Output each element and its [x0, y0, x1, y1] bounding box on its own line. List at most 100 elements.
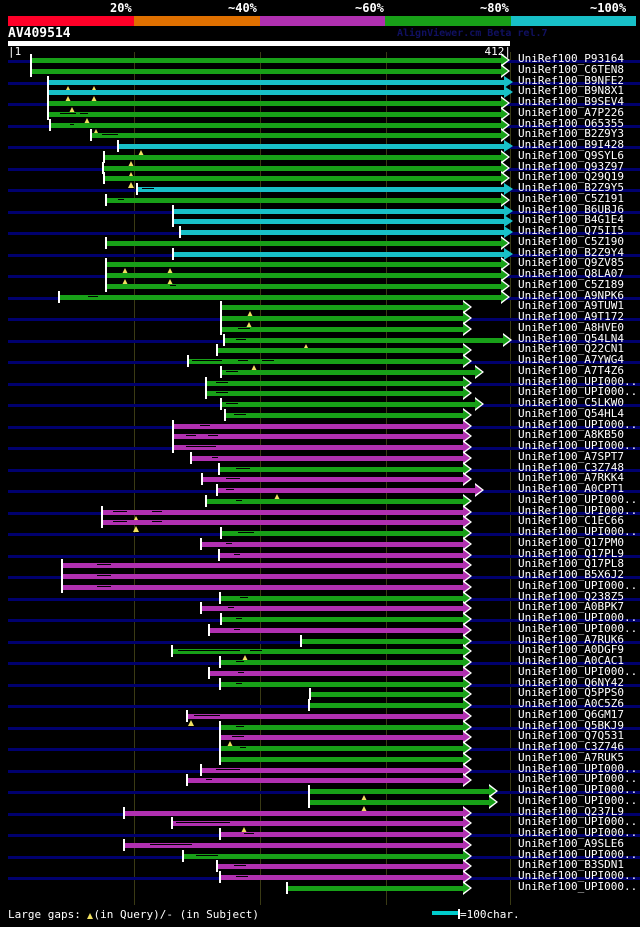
alignment-hit-row[interactable] [0, 880, 512, 895]
alignment-hit-row[interactable] [0, 536, 512, 551]
hit-sequence-label[interactable]: UniRef100_Q17PL8 [518, 557, 624, 571]
alignment-hit-row[interactable] [0, 321, 512, 336]
alignment-hit-row[interactable] [0, 268, 512, 285]
alignment-hit-row[interactable] [0, 655, 512, 669]
hit-sequence-label[interactable]: UniRef100_UPI000.. [518, 611, 638, 624]
hit-sequence-label[interactable]: UniRef100_A9TUW1 [518, 299, 624, 313]
hit-sequence-label[interactable]: UniRef100_A7SPT7 [518, 449, 624, 463]
hit-sequence-label[interactable]: UniRef100_A8KB50 [518, 428, 624, 442]
alignment-hit-row[interactable] [0, 289, 512, 304]
hit-sequence-label[interactable]: UniRef100_UPI000.. [518, 439, 638, 452]
alignment-hit-row[interactable] [0, 526, 512, 540]
hit-sequence-label[interactable]: UniRef100_C3Z746 [518, 740, 624, 753]
hit-sequence-label[interactable]: UniRef100_C5Z189 [518, 277, 624, 291]
hit-sequence-label[interactable]: UniRef100_UPI000.. [518, 503, 638, 517]
hit-sequence-label[interactable]: UniRef100_Q54LN4 [518, 331, 624, 345]
alignment-hit-row[interactable] [0, 461, 512, 476]
hit-sequence-label[interactable]: UniRef100_A8HVE0 [518, 320, 624, 334]
hit-sequence-label[interactable]: UniRef100_B5X6J2 [518, 568, 624, 581]
alignment-hit-row[interactable] [0, 85, 513, 103]
hit-sequence-label[interactable]: UniRef100_A7YWG4 [518, 353, 624, 366]
hit-sequence-label[interactable]: UniRef100_B9I428 [518, 138, 624, 151]
hit-sequence-label[interactable]: UniRef100_C5Z190 [518, 234, 624, 248]
alignment-hit-row[interactable] [0, 504, 512, 522]
alignment-hit-row[interactable] [0, 493, 512, 508]
alignment-hit-row[interactable] [0, 332, 512, 350]
hit-sequence-label[interactable]: UniRef100_UPI000.. [518, 385, 638, 399]
hit-sequence-label[interactable]: UniRef100_B6UBJ6 [518, 202, 624, 216]
hit-sequence-label[interactable]: UniRef100_A9T172 [518, 310, 624, 323]
hit-sequence-label[interactable]: UniRef100_A0BPK7 [518, 600, 624, 614]
alignment-hit-row[interactable] [0, 149, 512, 167]
alignment-hit-row[interactable] [0, 612, 512, 626]
alignment-hit-row[interactable] [0, 741, 512, 755]
hit-sequence-label[interactable]: UniRef100_UPI000.. [518, 793, 638, 807]
alignment-hit-row[interactable] [0, 375, 512, 390]
hit-sequence-label[interactable]: UniRef100_Q9SYL6 [518, 148, 624, 162]
alignment-hit-row[interactable] [0, 192, 512, 207]
alignment-hit-row[interactable] [0, 579, 512, 594]
alignment-hit-row[interactable] [0, 633, 512, 648]
alignment-hit-row[interactable] [0, 450, 512, 465]
hit-sequence-label[interactable]: UniRef100_A0CPT1 [518, 482, 624, 495]
alignment-hit-row[interactable] [0, 225, 513, 239]
hit-sequence-label[interactable]: UniRef100_B3SDN1 [518, 858, 624, 872]
alignment-hit-row[interactable] [0, 569, 512, 583]
alignment-hit-row[interactable] [0, 235, 512, 250]
alignment-hit-row[interactable] [0, 257, 512, 275]
hit-sequence-label[interactable]: UniRef100_A0CAC1 [518, 654, 624, 667]
alignment-hit-row[interactable] [0, 622, 512, 637]
hit-sequence-label[interactable]: UniRef100_Q75II5 [518, 224, 624, 237]
alignment-hit-row[interactable] [0, 407, 512, 422]
alignment-hit-row[interactable] [0, 343, 512, 358]
alignment-hit-row[interactable] [0, 558, 512, 573]
hit-sequence-label[interactable]: UniRef100_UPI000.. [518, 826, 638, 839]
hit-sequence-label[interactable]: UniRef100_Q9ZV85 [518, 256, 624, 270]
hit-sequence-label[interactable]: UniRef100_Q8LA07 [518, 267, 624, 280]
alignment-hit-row[interactable] [0, 278, 512, 293]
hit-sequence-label[interactable]: UniRef100_UPI000.. [518, 815, 638, 829]
alignment-hit-row[interactable] [0, 472, 512, 487]
alignment-hit-row[interactable] [0, 440, 512, 454]
hit-sequence-label[interactable]: UniRef100_Q54HL4 [518, 406, 624, 420]
hit-sequence-label[interactable]: UniRef100_B2Z9Y5 [518, 181, 624, 194]
hit-sequence-label[interactable]: UniRef100_B9NFE2 [518, 73, 624, 87]
hit-sequence-label[interactable]: UniRef100_Q238Z5 [518, 589, 624, 603]
hit-sequence-label[interactable]: UniRef100_O65355 [518, 116, 624, 130]
hit-sequence-label[interactable]: UniRef100_Q5BKJ9 [518, 718, 624, 732]
hit-sequence-label[interactable]: UniRef100_Q93Z97 [518, 159, 624, 173]
alignment-hit-row[interactable] [0, 816, 512, 834]
hit-sequence-label[interactable]: UniRef100_C1EC66 [518, 514, 624, 528]
alignment-hit-row[interactable] [0, 870, 512, 884]
hit-sequence-label[interactable]: UniRef100_UPI000.. [518, 664, 638, 678]
hit-sequence-label[interactable]: UniRef100_A7T4Z6 [518, 363, 624, 377]
alignment-hit-row[interactable] [0, 859, 512, 874]
alignment-hit-row[interactable] [0, 665, 512, 680]
hit-sequence-label[interactable]: UniRef100_Q7Q531 [518, 729, 624, 743]
hit-sequence-label[interactable]: UniRef100_B9SEV4 [518, 95, 624, 108]
alignment-hit-row[interactable] [0, 730, 512, 748]
hit-sequence-label[interactable]: UniRef100_B2Z9Y3 [518, 127, 624, 141]
hit-sequence-label[interactable]: UniRef100_UPI000.. [518, 761, 638, 775]
hit-sequence-label[interactable]: UniRef100_UPI000.. [518, 374, 638, 388]
alignment-hit-row[interactable] [0, 601, 512, 616]
alignment-hit-row[interactable] [0, 63, 512, 78]
hit-sequence-label[interactable]: UniRef100_UPI000.. [518, 525, 638, 538]
hit-sequence-label[interactable]: UniRef100_Q6GM17 [518, 707, 624, 721]
hit-sequence-label[interactable]: UniRef100_UPI000.. [518, 847, 638, 861]
alignment-hit-row[interactable] [0, 214, 513, 228]
alignment-hit-row[interactable] [0, 784, 512, 801]
hit-sequence-label[interactable]: UniRef100_C3Z748 [518, 460, 624, 474]
alignment-hit-row[interactable] [0, 117, 512, 135]
hit-sequence-label[interactable]: UniRef100_Q6NY42 [518, 675, 624, 689]
hit-sequence-label[interactable]: UniRef100_UPI000.. [518, 772, 638, 786]
alignment-hit-row[interactable] [0, 773, 512, 788]
alignment-hit-row[interactable] [0, 300, 512, 318]
hit-sequence-label[interactable]: UniRef100_Q17PL9 [518, 546, 624, 560]
alignment-hit-row[interactable] [0, 247, 513, 261]
hit-sequence-label[interactable]: UniRef100_P93164 [518, 52, 624, 65]
alignment-hit-row[interactable] [0, 762, 512, 777]
alignment-hit-row[interactable] [0, 827, 512, 841]
alignment-hit-row[interactable] [0, 805, 512, 820]
alignment-hit-row[interactable] [0, 590, 512, 605]
